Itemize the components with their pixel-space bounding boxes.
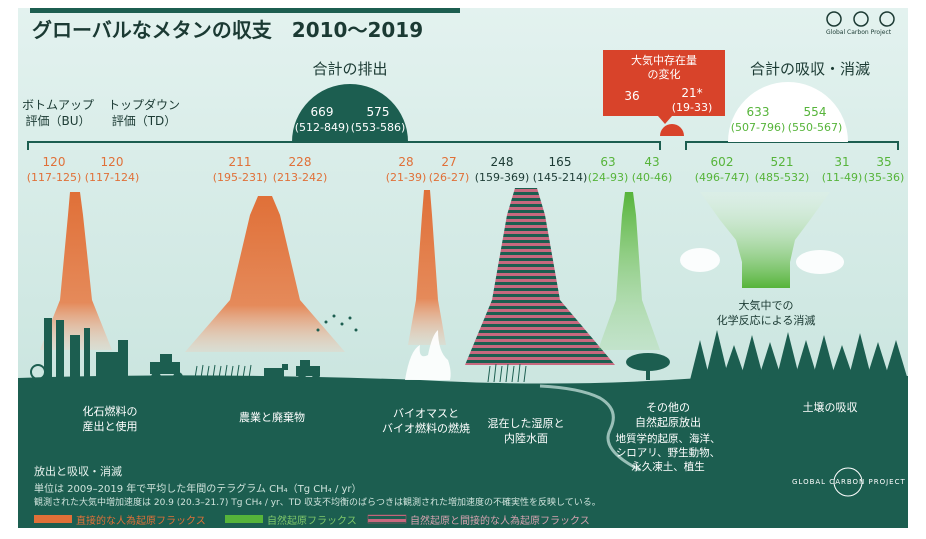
soil-bu: 31 [834, 155, 850, 169]
soil-td-range: (35-36) [863, 171, 905, 184]
gcp-watermark: GLOBAL CARBON PROJECT [792, 478, 906, 486]
agri-bu-range: (195-231) [212, 171, 268, 184]
chem-bu: 602 [710, 155, 734, 169]
crop-field [194, 364, 252, 379]
chem-sink-label: 大気中での 化学反応による消滅 [716, 299, 816, 327]
cow-silhouette [264, 364, 288, 382]
wetlands-plume [465, 188, 615, 365]
atmosphere-bu: 36 [624, 89, 640, 103]
soil-bu-range: (11-49) [821, 171, 863, 184]
top-down-label: トップダウン 評価（TD） [108, 98, 181, 128]
tractor-silhouette [150, 354, 183, 382]
sinks-total-dome [728, 82, 848, 142]
sinks-bracket [685, 82, 899, 150]
fire-silhouette [405, 330, 451, 380]
fossil-bu: 120 [42, 155, 66, 169]
legend-mixed-label: 自然起原と間接的な人為起原フラックス [410, 516, 590, 527]
sinks-total-td-range: (550-567) [787, 121, 843, 134]
soil-label: 土壌の吸収 [802, 401, 858, 414]
wetlands-label: 混在した湿原と 内陸水面 [487, 417, 565, 445]
atmosphere-td-range: (19-33) [671, 101, 713, 114]
sinks-total-td: 554 [803, 105, 827, 119]
emissions-total-td: 575 [366, 105, 390, 119]
biomass-bu: 28 [398, 155, 414, 169]
legend-title: 放出と吸収・消滅 [34, 465, 122, 478]
wetland-grass [487, 363, 527, 383]
emissions-total-td-range: (553-586) [350, 121, 406, 134]
emissions-total-dome [292, 84, 408, 142]
agri-td: 228 [288, 155, 312, 169]
chemical-sink-funnel [700, 192, 830, 288]
emissions-total-bu-range: (512-849) [294, 121, 350, 134]
legend-units: 単位は 2009–2019 年で平均した年間のテラグラム CH₄（Tg CH₄ … [34, 484, 362, 495]
legend-anthropogenic-label: 直接的な人為起原フラックス [76, 516, 206, 527]
wetlands-bu-range: (159-369) [474, 171, 530, 184]
river [539, 384, 641, 472]
fossil-td: 120 [100, 155, 124, 169]
other-td: 43 [644, 155, 660, 169]
tree-silhouette [626, 353, 670, 380]
legend-note: 観測された大気中増加速度は 20.9 (20.3–21.7) Tg CH₄ / … [34, 498, 601, 508]
other-bu: 63 [600, 155, 616, 169]
sinks-header: 合計の吸収・消滅 [749, 60, 871, 78]
tractor-2-silhouette [296, 360, 320, 382]
emissions-header: 合計の排出 [312, 60, 388, 78]
emissions-bracket [27, 84, 661, 150]
atmosphere-change-box [603, 50, 725, 136]
biomass-td: 27 [441, 155, 457, 169]
chem-td: 521 [770, 155, 794, 169]
legend-natural-label: 自然起原フラックス [267, 516, 357, 527]
wetlands-td-range: (145-214) [532, 171, 588, 184]
biomass-label: バイオマスと バイオ燃料の燃焼 [382, 407, 470, 435]
birds [316, 314, 358, 332]
chem-td-range: (485-532) [754, 171, 810, 184]
factory-silhouette [30, 318, 128, 380]
soil-td: 35 [876, 155, 892, 169]
ground [18, 374, 908, 528]
other-natural-sub-label: 地質学的起原、海洋、 シロアリ、野生動物、 永久凍土、植生 [615, 433, 721, 473]
sinks-total-bu-range: (507-796) [730, 121, 786, 134]
cloud-right [796, 250, 844, 274]
gcp-logo-circle [833, 467, 863, 497]
agri-bu: 211 [228, 155, 252, 169]
biomass-plume [408, 190, 446, 345]
bottom-up-label: ボトムアップ 評価（BU） [22, 98, 95, 128]
logo-text: Global Carbon Project [826, 29, 892, 36]
title-bar [30, 8, 460, 13]
biomass-bu-range: (21-39) [385, 171, 427, 184]
sinks-total-bu: 633 [746, 105, 770, 119]
chem-bu-range: (496-747) [694, 171, 750, 184]
license-logo [826, 11, 895, 27]
other-natural-plume [598, 192, 660, 350]
other-td-range: (40-46) [631, 171, 673, 184]
agriculture-plume [185, 196, 345, 352]
legend-swatch-mixed [367, 514, 407, 524]
cloud-left [680, 248, 720, 272]
fossil-bu-range: (117-125) [26, 171, 82, 184]
fossil-label: 化石燃料の 産出と使用 [82, 405, 138, 433]
fossil-td-range: (117-124) [84, 171, 140, 184]
forest-silhouette [690, 330, 908, 380]
atmosphere-td: 21* [681, 86, 703, 100]
other-natural-label: その他の 自然起原放出 [635, 401, 701, 429]
page-title: グローバルなメタンの収支 2010〜2019 [32, 18, 424, 42]
atmosphere-label: 大気中存在量 の変化 [631, 54, 697, 81]
legend-swatch-natural [225, 515, 263, 523]
other-bu-range: (24-93) [587, 171, 629, 184]
emissions-total-bu: 669 [310, 105, 334, 119]
wetlands-bu: 248 [490, 155, 514, 169]
biomass-td-range: (26-27) [428, 171, 470, 184]
agri-td-range: (213-242) [272, 171, 328, 184]
wetlands-td: 165 [548, 155, 572, 169]
fossil-plume [40, 192, 112, 350]
agri-label: 農業と廃棄物 [239, 411, 305, 424]
legend-swatch-anthropogenic [34, 515, 72, 523]
